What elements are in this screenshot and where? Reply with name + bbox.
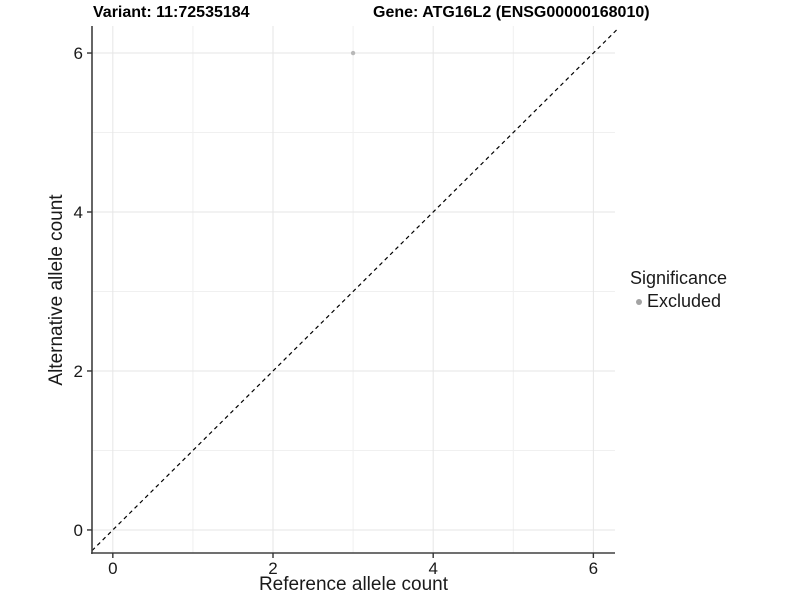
x-tick-label: 6 [589,559,598,578]
legend-item-label: Excluded [647,291,722,311]
x-axis-title: Reference allele count [258,574,449,595]
x-tick-label: 4 [428,559,437,578]
y-tick-label: 2 [74,362,83,381]
x-tick-label: 2 [268,559,277,578]
legend-item-excluded: Excluded [630,291,727,312]
plot-title-variant: Variant: 11:72535184 [93,4,250,21]
y-tick-label: 6 [74,44,83,63]
y-axis-title: Alternative allele count [46,194,67,386]
y-tick-label: 0 [74,521,83,540]
x-tick-label: 0 [108,559,117,578]
legend-point-icon [636,298,642,305]
data-point [350,50,356,56]
legend: Significance Excluded [630,268,727,312]
y-tick-label: 4 [74,203,83,222]
identity-reference-line [91,27,619,552]
plot-title-gene: Gene: ATG16L2 (ENSG00000168010) [373,4,650,21]
legend-title: Significance [630,268,728,288]
